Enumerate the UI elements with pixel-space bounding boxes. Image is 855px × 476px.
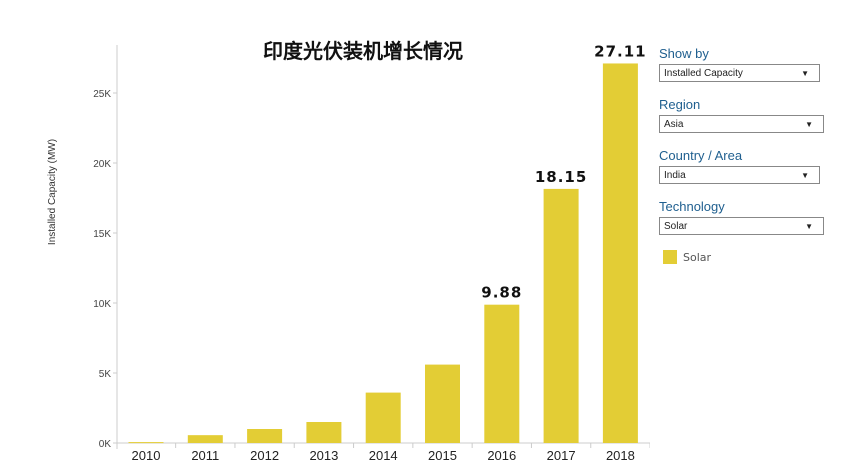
y-tick-label: 25K bbox=[93, 89, 111, 100]
x-tick-label: 2013 bbox=[309, 448, 338, 463]
dropdown-value: Installed Capacity bbox=[664, 67, 743, 79]
chevron-down-icon: ▼ bbox=[801, 170, 809, 180]
dropdown-value: Solar bbox=[664, 220, 688, 232]
dropdown-value: India bbox=[664, 169, 686, 181]
y-tick-label: 20K bbox=[93, 159, 111, 170]
filter-label: Country / Area bbox=[659, 148, 743, 163]
x-tick-label: 2015 bbox=[428, 448, 457, 463]
bar-2014 bbox=[365, 392, 401, 443]
bar-2012 bbox=[247, 429, 283, 443]
bar-2015 bbox=[425, 364, 460, 443]
technology-dropdown[interactable]: Solar ▼ bbox=[659, 217, 824, 235]
bar-2018 bbox=[602, 63, 638, 444]
bar-chart: 印度光伏装机增长情况 Installed Capacity (MW) 0K 5K 10K… bbox=[47, 39, 650, 463]
x-tick-label: 2016 bbox=[487, 448, 516, 463]
chevron-down-icon: ▼ bbox=[801, 68, 809, 78]
x-tick-label: 2017 bbox=[547, 448, 576, 463]
data-label: 18.15 bbox=[535, 168, 587, 186]
filter-label: Show by bbox=[659, 46, 709, 61]
filter-region: Region Asia ▼ bbox=[659, 97, 829, 133]
x-tick-label: 2011 bbox=[191, 448, 219, 463]
x-tick-label: 2010 bbox=[132, 448, 161, 463]
x-tick-label: 2018 bbox=[606, 448, 635, 463]
bar-2017 bbox=[543, 188, 579, 443]
x-tick-label: 2014 bbox=[369, 448, 398, 463]
x-tick-label: 2012 bbox=[250, 448, 279, 463]
y-tick-label: 5K bbox=[99, 369, 112, 380]
bar-2010 bbox=[128, 442, 164, 444]
dropdown-value: Asia bbox=[664, 118, 684, 130]
chevron-down-icon: ▼ bbox=[805, 221, 813, 231]
filter-technology: Technology Solar ▼ bbox=[659, 199, 829, 235]
chart-title: 印度光伏装机增长情况 bbox=[263, 39, 463, 63]
y-tick-label: 15K bbox=[93, 229, 111, 240]
legend-label: Solar bbox=[683, 250, 712, 264]
chevron-down-icon: ▼ bbox=[805, 119, 813, 129]
filter-label: Region bbox=[659, 97, 701, 112]
country-dropdown[interactable]: India ▼ bbox=[659, 166, 820, 184]
filter-country: Country / Area India ▼ bbox=[659, 148, 829, 184]
show-by-dropdown[interactable]: Installed Capacity ▼ bbox=[659, 64, 820, 82]
data-label: 27.11 bbox=[594, 42, 646, 60]
bar-2011 bbox=[187, 435, 223, 443]
filter-label: Technology bbox=[659, 199, 725, 214]
y-axis-label: Installed Capacity (MW) bbox=[47, 139, 58, 245]
legend-swatch bbox=[663, 250, 677, 264]
bar-2013 bbox=[306, 422, 342, 443]
legend: Solar bbox=[659, 250, 829, 264]
region-dropdown[interactable]: Asia ▼ bbox=[659, 115, 824, 133]
data-label: 9.88 bbox=[481, 284, 522, 302]
filter-show-by: Show by Installed Capacity ▼ bbox=[659, 46, 829, 82]
y-tick-label: 10K bbox=[93, 299, 111, 310]
filter-panel: Show by Installed Capacity ▼ Region Asia ▼… bbox=[659, 46, 829, 264]
bar-2016 bbox=[484, 304, 520, 443]
y-tick-label: 0K bbox=[99, 439, 112, 450]
